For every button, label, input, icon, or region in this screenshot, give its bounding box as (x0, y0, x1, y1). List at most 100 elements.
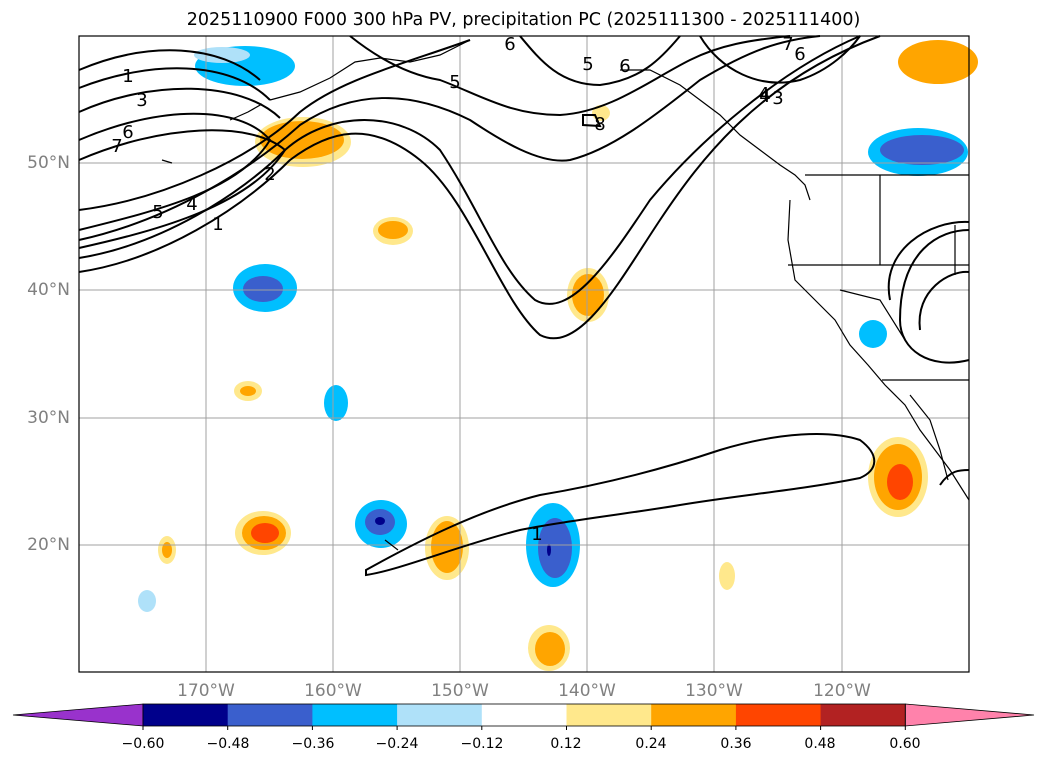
precip-negative (138, 46, 968, 612)
contour-label: 1 (122, 66, 133, 87)
lon-label-170w: 170°W (177, 681, 235, 701)
colorbar-bin (820, 704, 906, 726)
colorbar-tick-label: −0.60 (121, 736, 165, 752)
colorbar-bin (651, 704, 737, 726)
pv-contour-1 (78, 49, 261, 81)
contour-label: 2 (264, 164, 275, 185)
lat-label-50: 50°N (27, 153, 70, 173)
pv-contour-4 (78, 112, 272, 231)
patch-n3 (324, 385, 348, 421)
chart-title: 2025110900 F000 300 hPa PV, precipitatio… (186, 10, 861, 30)
patch-p2b (378, 221, 408, 239)
pv-contour-12 (365, 433, 876, 577)
pv-contour-3 (78, 87, 281, 119)
pv-contour-15 (899, 319, 970, 364)
lon-label-120w: 120°W (813, 681, 871, 701)
pv-contour-13 (899, 229, 970, 321)
colorbar-tick-label: −0.12 (460, 736, 504, 752)
colorbar-tick-label: 0.12 (550, 736, 582, 752)
pv-contour-18 (582, 114, 602, 128)
patch-p5c (251, 523, 279, 543)
colorbar-tick-label: 0.48 (804, 736, 836, 752)
contour-label: 4 (186, 194, 197, 215)
patch-n7 (859, 320, 887, 348)
colorbar-bin (566, 704, 652, 726)
lon-label-160w: 160°W (304, 681, 362, 701)
contour-label: 1 (212, 214, 223, 235)
precip-positive (158, 40, 978, 671)
patch-p3b (572, 274, 604, 316)
map-frame (78, 35, 970, 673)
contour-label: 7 (111, 136, 122, 157)
contour-label: 3 (772, 88, 783, 109)
lon-label-130w: 130°W (685, 681, 743, 701)
patch-p4b (240, 386, 256, 396)
pv-contour-10 (349, 35, 791, 117)
lat-label-40: 40°N (27, 280, 70, 300)
colorbar-bin (143, 704, 229, 726)
pv-contour-8 (78, 35, 861, 305)
pv-contour-7 (78, 35, 881, 340)
colorbar-tick-label: 0.24 (635, 736, 667, 752)
colorbar (12, 703, 1035, 730)
pv-contour-9 (78, 35, 821, 241)
pv-contour-19 (939, 469, 970, 486)
lat-label-20: 20°N (27, 535, 70, 555)
colorbar-bin (735, 704, 822, 726)
contour-label: 4 (759, 86, 770, 107)
colorbar-extend-under (12, 703, 144, 727)
colorbar-bin (227, 704, 313, 726)
pv-contours (78, 35, 970, 577)
patch-n8 (138, 590, 156, 612)
patch-n5c (547, 544, 551, 556)
contour-label: 5 (582, 54, 593, 75)
patch-p8b (535, 632, 565, 666)
pv-contour-11 (519, 35, 681, 87)
pv-contour-16 (918, 270, 970, 331)
colorbar-bin (397, 704, 483, 726)
contour-label: 8 (594, 114, 605, 135)
coastlines (161, 39, 970, 551)
contour-label: 6 (504, 34, 515, 55)
colorbar-tick-label: −0.24 (375, 736, 419, 752)
patch-p7b (431, 521, 463, 573)
colorbar-bin (481, 704, 567, 726)
patch-p6b (162, 542, 172, 558)
colorbar-extend-over (904, 703, 1035, 727)
colorbar-tick-label: −0.36 (291, 736, 335, 752)
contour-label: 6 (122, 122, 133, 143)
patch-n5b (538, 518, 572, 578)
contour-label: 5 (449, 72, 460, 93)
patch-p10c (887, 464, 913, 500)
colorbar-frame (142, 703, 906, 727)
patch-n2b (243, 276, 283, 302)
colorbar-bin (312, 704, 398, 726)
lat-label-30: 30°N (27, 408, 70, 428)
pv-contour-6 (78, 39, 471, 211)
lon-label-140w: 140°W (558, 681, 616, 701)
contour-label: 6 (619, 56, 630, 77)
contour-label: 1 (531, 524, 542, 545)
lon-label-150w: 150°W (431, 681, 489, 701)
patch-n4c (375, 517, 385, 525)
patch-p11 (898, 40, 978, 84)
pv-contour-17 (699, 35, 861, 84)
pv-contour-14 (887, 220, 970, 301)
contour-label: 5 (152, 202, 163, 223)
patch-p9 (719, 562, 735, 590)
patch-n6b (880, 135, 964, 165)
colorbar-tick-label: 0.60 (889, 736, 921, 752)
colorbar-tick-label: −0.48 (206, 736, 250, 752)
graticule (79, 36, 969, 672)
contour-label: 4 (758, 84, 769, 105)
patch-p1b (260, 121, 344, 159)
contour-label: 7 (782, 34, 793, 55)
contour-label: 6 (794, 44, 805, 65)
colorbar-tick-label: 0.36 (720, 736, 752, 752)
contour-label: 3 (136, 90, 147, 111)
precip-patches (138, 40, 978, 671)
patch-n1b (194, 47, 250, 63)
pv-contour-2 (78, 67, 271, 101)
